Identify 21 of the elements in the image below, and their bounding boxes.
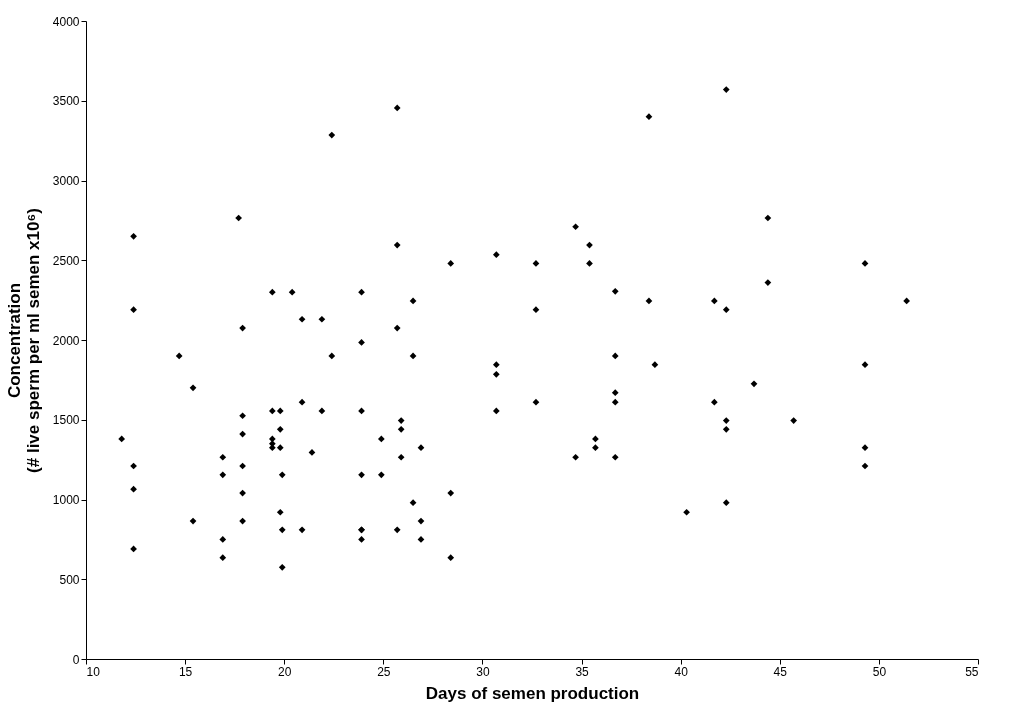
x-tick-label: 45 <box>773 664 788 679</box>
x-tick-label: 35 <box>575 664 590 679</box>
y-tick-label: 3500 <box>52 94 80 109</box>
x-tick-label: 50 <box>872 664 887 679</box>
y-tick-label: 1500 <box>52 413 80 428</box>
y-tick-label: 2000 <box>52 333 80 348</box>
x-axis-title: Days of semen production <box>425 683 640 703</box>
y-tick-label: 500 <box>59 572 80 587</box>
x-tick-label: 30 <box>476 664 490 679</box>
x-tick-label: 15 <box>178 664 193 679</box>
y-tick-label: 1000 <box>52 493 80 507</box>
x-tick-label: 40 <box>674 664 689 679</box>
x-tick-label: 55 <box>965 664 979 679</box>
y-tick-label: 2500 <box>52 253 80 268</box>
x-tick-label: 20 <box>278 664 292 679</box>
x-tick-label: 25 <box>377 664 391 679</box>
y-tick-label: 3000 <box>52 174 80 188</box>
x-tick-label: 10 <box>86 664 101 679</box>
y-axis-title: Concentration (# live sperm per ml semen x10⁶) <box>4 208 43 473</box>
y-tick-label: 4000 <box>52 14 80 29</box>
y-tick-label: 0 <box>72 652 80 667</box>
